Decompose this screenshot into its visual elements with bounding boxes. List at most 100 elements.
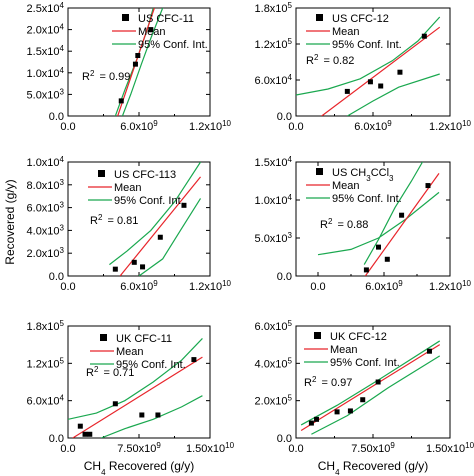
x-axis-label-sub: 4 bbox=[101, 468, 106, 476]
data-point bbox=[131, 259, 137, 265]
x-tick-label-part: 6.0x10 bbox=[120, 281, 153, 293]
chart-panel-3: 0.0 6.0x109 1.2x10100.02.0x1034.0x1036.0x1… bbox=[27, 155, 232, 294]
y-tick-label-part: 5 bbox=[60, 319, 65, 328]
y-tick-label-part: 1.0x10 bbox=[27, 68, 60, 80]
y-tick-label: 1.2x105 bbox=[27, 356, 65, 371]
data-point bbox=[399, 212, 405, 218]
x-tick-label-part: 9 bbox=[153, 119, 158, 128]
ci-upper-line bbox=[300, 340, 441, 426]
series-lines bbox=[317, 162, 440, 276]
panel-title: UK CFC-12 bbox=[330, 331, 387, 343]
y-tick-label-part: 5 bbox=[288, 37, 293, 46]
mean-line bbox=[300, 344, 441, 432]
r-squared-symbol: R bbox=[90, 215, 98, 227]
x-tick-label-part: 9 bbox=[153, 279, 158, 288]
legend-marker-points bbox=[100, 334, 107, 341]
ci-lower-line bbox=[100, 395, 203, 438]
series-lines bbox=[68, 338, 203, 438]
r-squared-annotation: R2 = 0.82 bbox=[306, 53, 354, 68]
y-tick-label-part: 4 bbox=[60, 22, 65, 31]
x-tick-label: 1.2x1010 bbox=[429, 119, 471, 134]
x-tick-label: 7.50x109 bbox=[117, 441, 161, 456]
legend-label-mean: Mean bbox=[332, 26, 360, 38]
panel-title: US CFC-12 bbox=[332, 13, 389, 25]
panel-title-part: 3 bbox=[366, 174, 371, 183]
r-squared-symbol: R bbox=[86, 367, 94, 379]
x-tick-label: 6.0x109 bbox=[120, 279, 158, 294]
panel-title: US CH3CCl3 bbox=[332, 167, 394, 183]
x-axis-label-suffix: Recovered (g/y) bbox=[340, 459, 429, 473]
r-squared-exponent: 2 bbox=[98, 213, 103, 222]
x-tick-label-part: 0.0 bbox=[60, 121, 75, 133]
ci-upper-line bbox=[109, 162, 202, 266]
y-tick-label: 1.8x105 bbox=[27, 319, 65, 334]
ci-lower-line bbox=[311, 355, 441, 435]
y-tick-label: 1.8x105 bbox=[255, 1, 293, 16]
data-point bbox=[148, 27, 154, 33]
x-tick-label-part: 10 bbox=[222, 279, 231, 288]
x-tick-label: 1.50x1010 bbox=[186, 441, 235, 456]
x-axis-label-suffix: Recovered (g/y) bbox=[106, 459, 195, 473]
y-tick-label-part: 0.0 bbox=[49, 433, 64, 445]
y-tick-label-part: 5 bbox=[288, 393, 293, 402]
r-squared-value: = 0.81 bbox=[104, 215, 138, 227]
y-tick-label-part: 1.0x10 bbox=[255, 195, 288, 207]
y-tick-label-part: 4.0x10 bbox=[27, 225, 60, 237]
x-tick-label-part: 7.50x10 bbox=[351, 443, 390, 455]
y-tick-label-part: 4 bbox=[288, 73, 293, 82]
y-tick-label: 4.0x105 bbox=[255, 356, 293, 371]
data-point bbox=[135, 53, 141, 59]
y-tick-label-part: 6.0x10 bbox=[27, 203, 60, 215]
r-squared-annotation: R2 = 0.88 bbox=[320, 217, 368, 232]
panel-title-part: CCl bbox=[371, 167, 389, 179]
y-tick-label-part: 6.0x10 bbox=[255, 321, 288, 333]
ci-upper-line bbox=[296, 16, 441, 96]
y-tick-label-part: 3 bbox=[60, 87, 65, 96]
x-tick-label: 6.0x109 bbox=[120, 119, 158, 134]
x-tick-label: 0.0 bbox=[288, 443, 303, 455]
data-point bbox=[132, 61, 138, 67]
data-point bbox=[191, 357, 197, 363]
y-tick-label-part: 5.0x10 bbox=[27, 89, 60, 101]
panel-title-part: US CH bbox=[332, 167, 366, 179]
legend-label-ci: 95% Conf. Int. bbox=[332, 193, 402, 205]
data-point bbox=[157, 234, 163, 240]
legend-label-ci: 95% Conf. Int. bbox=[114, 195, 184, 207]
x-tick-label: 1.2x1010 bbox=[189, 119, 231, 134]
data-point bbox=[376, 244, 381, 250]
y-tick-label: 6.0x105 bbox=[255, 319, 293, 334]
mean-line bbox=[321, 26, 441, 116]
x-tick-label: 6.0x109 bbox=[365, 279, 403, 294]
x-tick-label-part: 10 bbox=[462, 279, 471, 288]
legend-label-mean: Mean bbox=[138, 26, 166, 38]
legend-label-ci: 95% Conf. Int. bbox=[138, 39, 208, 51]
y-tick-label: 1.0x104 bbox=[27, 155, 65, 170]
chart-panel-5: 0.0 7.50x109 1.50x10100.06.0x1041.2x1051.8… bbox=[27, 319, 235, 456]
y-tick-label: 1.2x105 bbox=[255, 37, 293, 52]
y-tick-label: 6.0x103 bbox=[27, 200, 65, 215]
x-tick-label-part: 7.50x10 bbox=[117, 443, 156, 455]
ci-lower-line bbox=[121, 8, 164, 116]
data-point bbox=[112, 266, 118, 272]
ci-upper-line bbox=[68, 338, 203, 420]
x-axis-label-1: CH4 Recovered (g/y) bbox=[84, 459, 195, 476]
y-tick-label-part: 5.0x10 bbox=[255, 233, 288, 245]
data-point bbox=[426, 348, 432, 354]
r-squared-exponent: 2 bbox=[328, 217, 333, 226]
data-point bbox=[384, 256, 390, 262]
y-tick-label-part: 0.0 bbox=[49, 111, 64, 123]
x-tick-label: 0.0 bbox=[60, 281, 75, 293]
y-tick-label: 0.0 bbox=[277, 271, 292, 283]
data-point bbox=[155, 412, 161, 418]
y-tick-label-part: 5 bbox=[288, 1, 293, 10]
plot-frame bbox=[295, 161, 451, 277]
x-tick-label-part: 10 bbox=[465, 441, 474, 450]
r-squared-annotation: R2 = 0.81 bbox=[90, 213, 138, 228]
y-tick-label: 2.5x104 bbox=[27, 1, 65, 16]
y-tick-label-part: 0.0 bbox=[277, 111, 292, 123]
y-tick-label-part: 4 bbox=[288, 155, 293, 164]
chart-panel-6: 0.0 7.50x109 1.50x10100.02.0x1054.0x1056.0… bbox=[255, 319, 474, 456]
x-axis-label-prefix: CH bbox=[84, 459, 101, 473]
y-tick-label-part: 1.8x10 bbox=[255, 3, 288, 15]
x-tick-label-part: 0.0 bbox=[288, 121, 303, 133]
